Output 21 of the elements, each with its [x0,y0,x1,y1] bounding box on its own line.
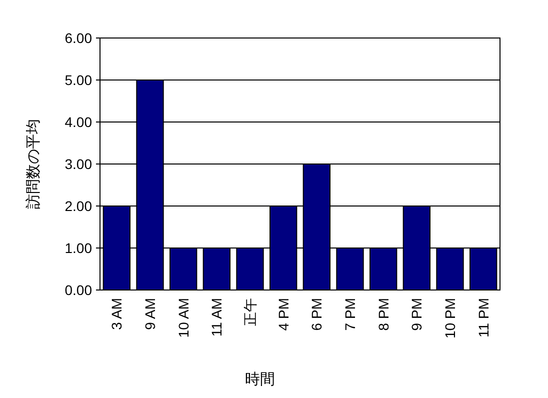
x-tick-label: 11 AM [208,298,225,337]
x-tick-label: 11 PM [475,298,492,338]
y-tick-label: 6.00 [64,30,92,46]
x-tick-label: 7 PM [342,298,358,331]
x-tick-label: 3 AM [108,298,125,330]
x-tick-label: 9 PM [408,298,425,331]
y-tick-label: 3.00 [64,156,92,172]
x-tick-label: 8 PM [375,298,392,331]
x-tick-label: 10 AM [175,298,192,338]
x-tick-label: 正午 [242,298,258,326]
x-tick-label: 9 AM [142,298,158,330]
y-tick-label: 1.00 [64,240,92,256]
x-tick-label: 6 PM [308,298,325,331]
x-tick-label: 10 PM [442,298,458,338]
y-tick-label: 0.00 [64,282,92,298]
y-tick-label: 2.00 [64,198,92,214]
x-tick-label: 4 PM [275,298,292,331]
y-tick-label: 4.00 [64,114,92,130]
y-axis-title: 訪問数の平均 [25,119,42,209]
y-tick-label: 5.00 [64,72,92,88]
x-axis-title: 時間 [245,371,275,388]
